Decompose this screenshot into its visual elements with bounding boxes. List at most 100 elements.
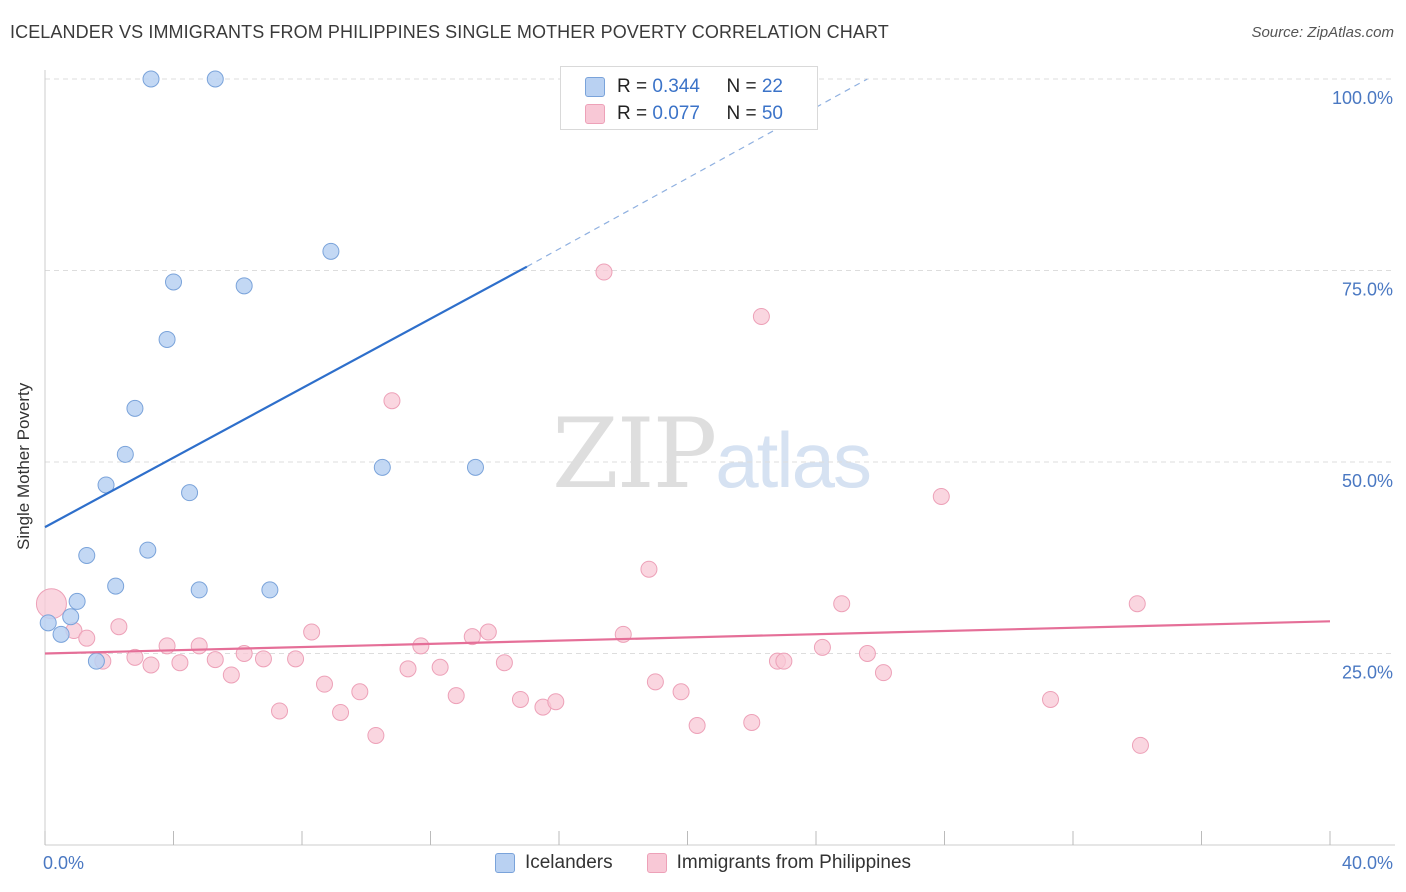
point-icelanders (206, 70, 224, 88)
point-philippines (463, 628, 481, 646)
point-icelanders (373, 458, 391, 476)
point-philippines (412, 637, 430, 655)
point-philippines (1042, 690, 1060, 708)
point-philippines (431, 658, 449, 676)
point-philippines (315, 675, 333, 693)
n-value: 22 (761, 76, 783, 97)
point-philippines (646, 673, 664, 691)
point-philippines (1131, 736, 1149, 754)
point-philippines (813, 638, 831, 656)
legend-item-philippines[interactable]: Immigrants from Philippines (646, 852, 912, 874)
y-axis-title: Single Mother Poverty (14, 382, 33, 550)
point-philippines (351, 683, 369, 701)
point-icelanders (62, 608, 80, 626)
point-philippines (640, 560, 658, 578)
legend-swatch-pink (646, 853, 667, 873)
y-axis-title-wrap: Single Mother Poverty (14, 288, 34, 550)
point-philippines (688, 717, 706, 735)
point-icelanders (107, 577, 125, 595)
trendline-icelanders (44, 265, 528, 529)
point-philippines (672, 683, 690, 701)
trend-layer (44, 78, 1331, 655)
point-philippines (142, 656, 160, 674)
point-philippines (110, 618, 128, 636)
point-philippines (874, 664, 892, 682)
point-icelanders (261, 581, 279, 599)
chart-title: ICELANDER VS IMMIGRANTS FROM PHILIPPINES… (10, 22, 889, 42)
x-tick-label: 40.0% (1342, 853, 1393, 873)
point-philippines (271, 702, 289, 720)
point-icelanders (190, 581, 208, 599)
point-icelanders (139, 541, 157, 559)
watermark-zip: ZIP (552, 398, 717, 510)
point-philippines (447, 687, 465, 705)
point-icelanders (142, 70, 160, 88)
axis-layer (44, 70, 1395, 846)
point-icelanders (52, 625, 70, 643)
point-philippines (775, 652, 793, 670)
point-icelanders (126, 399, 144, 417)
legend-item-icelanders[interactable]: Icelanders (494, 852, 613, 874)
point-icelanders (68, 592, 86, 610)
series-legend: Icelanders Immigrants from Philippines (0, 852, 1406, 874)
label-layer: 25.0% 50.0% 75.0% 100.0% 0.0% 40.0% (43, 88, 1393, 873)
point-philippines (383, 392, 401, 410)
r-value: 0.344 (652, 76, 700, 97)
point-icelanders (116, 445, 134, 463)
point-icelanders (165, 273, 182, 291)
point-philippines (78, 629, 96, 647)
point-philippines (858, 645, 876, 662)
point-philippines (254, 650, 272, 668)
point-philippines (171, 654, 189, 672)
watermark-atlas: atlas (715, 416, 872, 504)
point-philippines (1128, 595, 1146, 613)
swatch-pink (585, 104, 605, 124)
point-philippines (126, 648, 144, 666)
y-tick-label: 50.0% (1342, 471, 1393, 491)
legend-label: Icelanders (524, 852, 613, 873)
point-philippines (35, 588, 67, 620)
point-icelanders (466, 458, 484, 476)
x-tick-label: 0.0% (43, 853, 84, 873)
n-label: N = (726, 76, 762, 97)
point-icelanders (181, 484, 199, 502)
point-philippines (222, 666, 240, 684)
point-philippines (752, 307, 770, 325)
swatch-blue (585, 77, 605, 97)
legend-swatch-blue (494, 853, 515, 873)
point-icelanders (235, 277, 253, 295)
point-icelanders (39, 614, 57, 632)
point-philippines (511, 690, 529, 708)
r-label: R = (617, 76, 653, 97)
trendline-philippines (44, 620, 1331, 655)
point-philippines (743, 713, 761, 731)
stats-legend: R = 0.344 N = 22 R = 0.077 N = 50 (560, 66, 818, 130)
point-philippines (932, 487, 950, 505)
legend-label: Immigrants from Philippines (676, 852, 912, 873)
point-philippines (190, 637, 208, 655)
point-philippines (495, 654, 513, 672)
point-icelanders (78, 546, 96, 564)
point-philippines (479, 623, 497, 641)
point-icelanders (158, 330, 176, 348)
y-tick-label: 75.0% (1342, 280, 1393, 300)
n-label: N = (726, 103, 762, 124)
source-label: Source: ZipAtlas.com (1251, 24, 1394, 41)
points-layer (35, 70, 1149, 754)
grid-layer (45, 78, 1395, 654)
point-philippines (206, 651, 224, 669)
y-tick-label: 100.0% (1332, 88, 1393, 108)
point-philippines (595, 263, 613, 281)
point-philippines (399, 660, 417, 678)
point-philippines (287, 650, 305, 668)
n-value: 50 (761, 103, 783, 124)
point-philippines (547, 693, 565, 711)
point-philippines (367, 726, 385, 744)
point-philippines (833, 595, 851, 613)
point-philippines (332, 703, 350, 721)
r-label: R = (617, 103, 653, 124)
point-icelanders (322, 242, 340, 260)
point-icelanders (87, 652, 105, 670)
point-philippines (303, 623, 321, 641)
